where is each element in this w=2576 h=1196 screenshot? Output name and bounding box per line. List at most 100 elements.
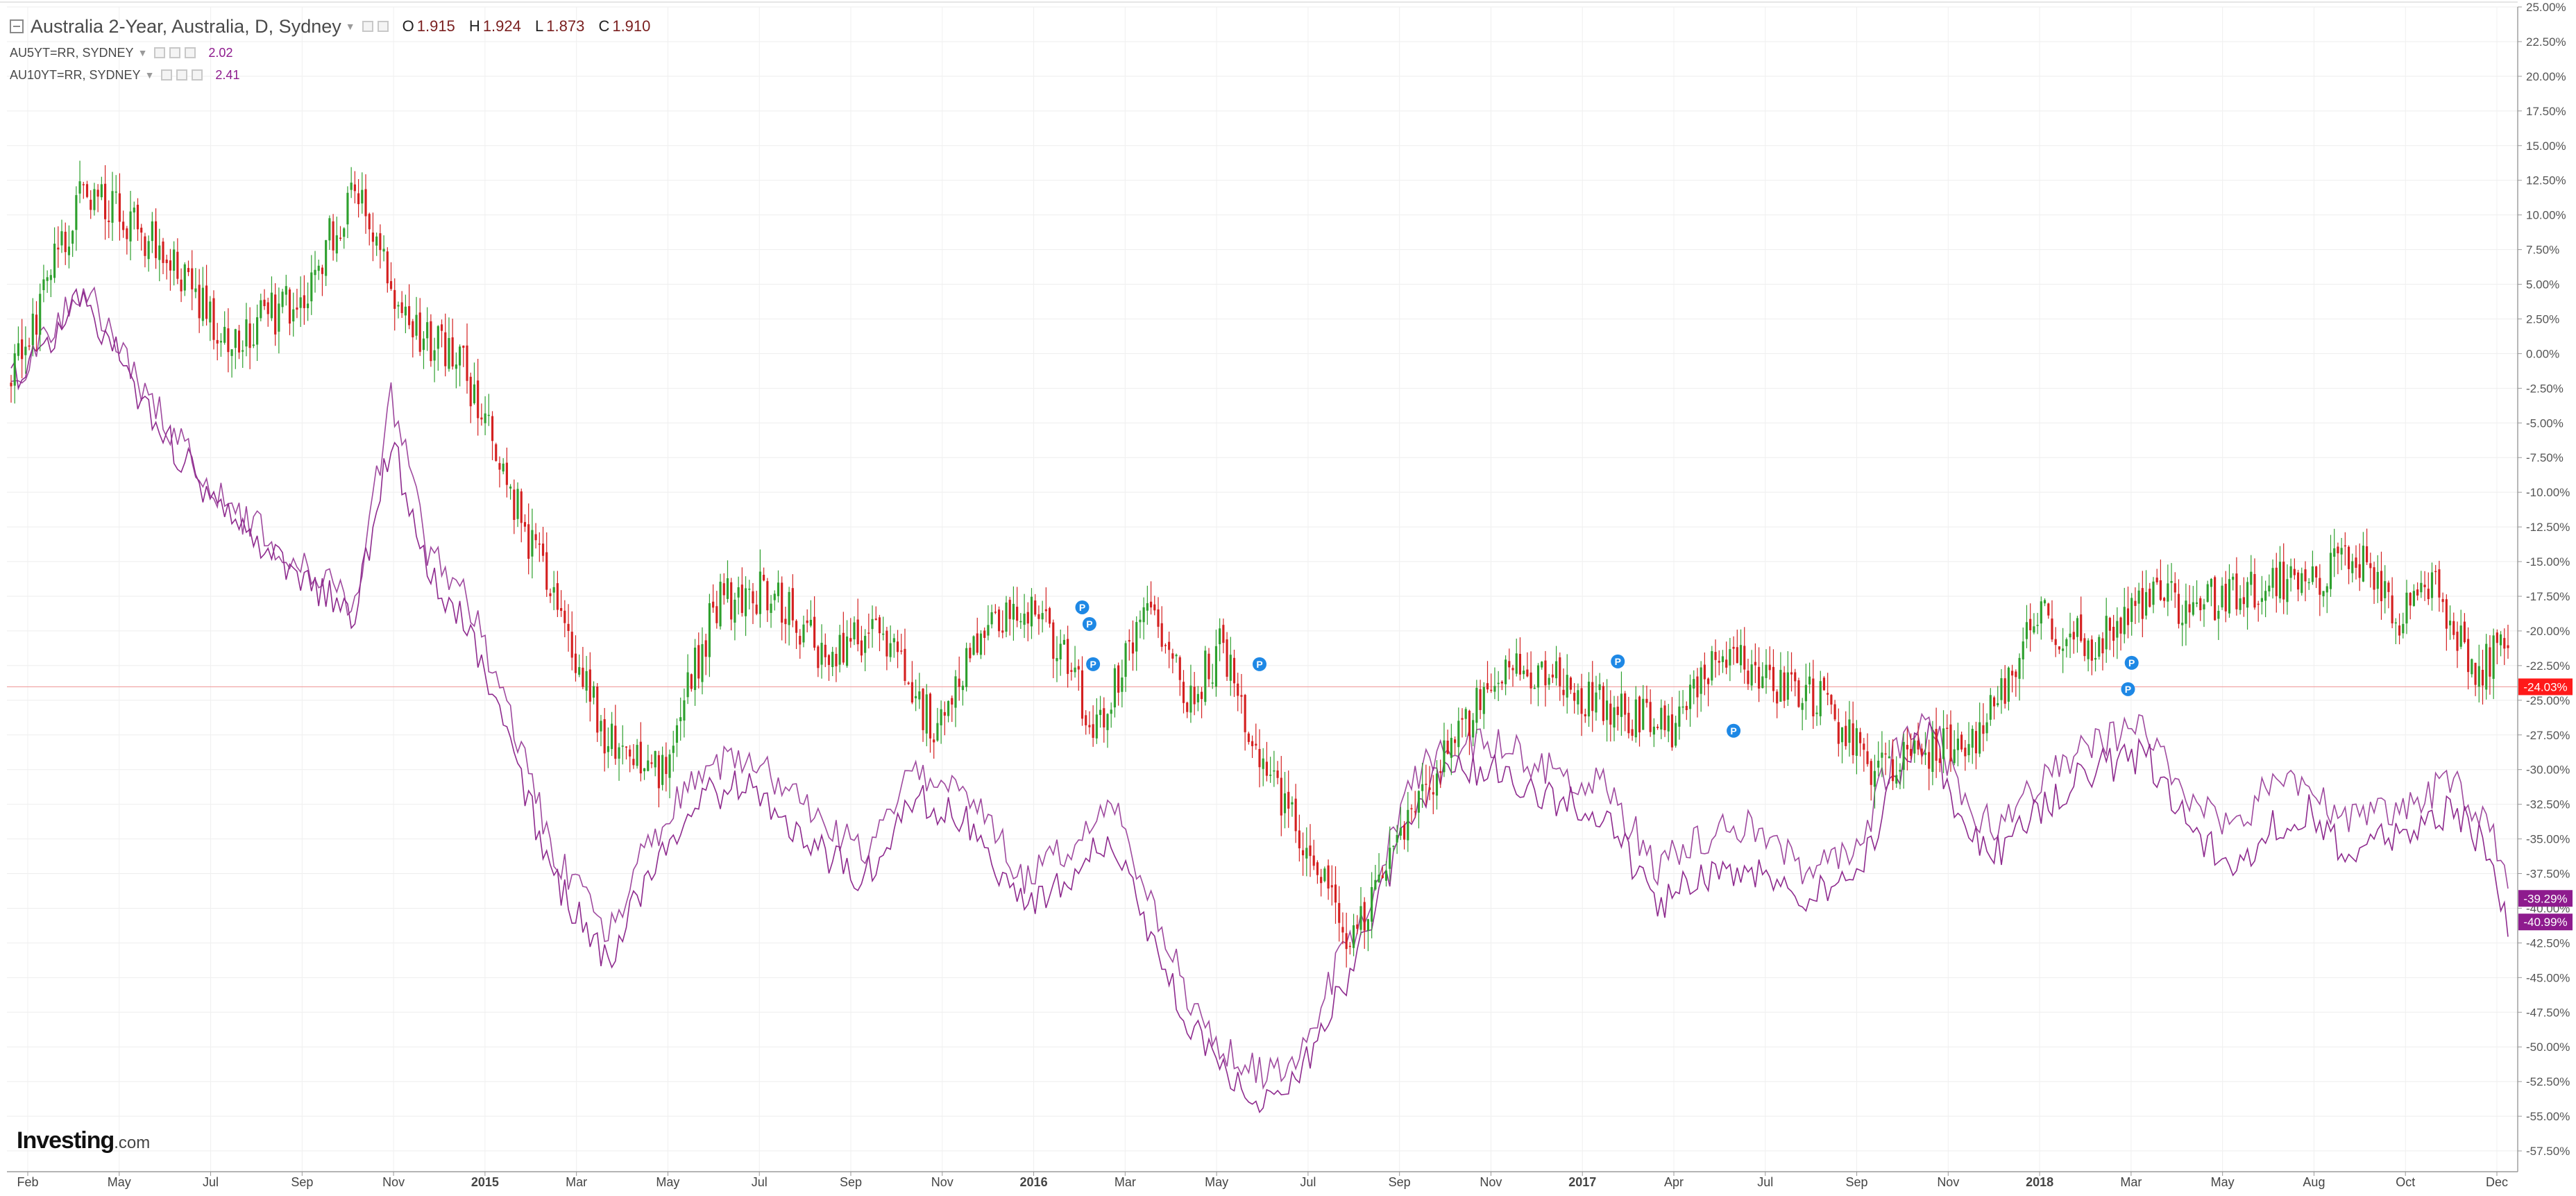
close-icon[interactable]: [192, 69, 203, 81]
candle: [2452, 612, 2455, 640]
candle: [520, 488, 523, 543]
candle-body: [230, 349, 233, 356]
visibility-icon[interactable]: [169, 47, 181, 58]
candle-body: [495, 444, 498, 461]
candle-body: [1160, 623, 1163, 647]
candle-body: [838, 634, 841, 665]
candle: [1341, 912, 1344, 945]
settings-icon[interactable]: [154, 47, 166, 58]
candle: [802, 615, 805, 648]
candle-body: [115, 191, 117, 193]
candle-body: [545, 552, 548, 590]
candle-body: [2434, 571, 2437, 573]
candle-body: [1985, 722, 1988, 734]
x-tick-label: Sep: [1389, 1175, 1411, 1189]
collapse-legend-icon[interactable]: [10, 19, 24, 33]
candle-body: [737, 587, 740, 598]
candle: [1338, 886, 1341, 942]
candle-body: [183, 264, 186, 291]
candle: [763, 567, 765, 582]
y-axis: 25.00%22.50%20.00%17.50%15.00%12.50%10.0…: [2518, 1, 2570, 1158]
event-marker[interactable]: P: [2124, 655, 2139, 670]
candle-body: [2221, 585, 2223, 608]
candle: [2423, 571, 2426, 601]
visibility-icon[interactable]: [176, 69, 188, 81]
candle: [1345, 912, 1348, 968]
candle: [2412, 584, 2415, 607]
candle: [675, 718, 679, 757]
candle: [1606, 679, 1609, 742]
candle: [1693, 670, 1695, 705]
candle-body: [1153, 604, 1156, 611]
price-tag: -39.29%: [2518, 890, 2573, 907]
event-marker[interactable]: P: [1075, 600, 1090, 614]
candle: [1634, 686, 1637, 743]
event-marker[interactable]: P: [1086, 657, 1101, 671]
candle: [1808, 662, 1811, 694]
compare-symbol-name[interactable]: AU5YT=RR, SYDNEY: [10, 45, 134, 60]
candle: [2094, 642, 2097, 672]
chevron-down-icon[interactable]: ▼: [144, 69, 155, 81]
candle-body: [2477, 666, 2480, 687]
candle: [2268, 574, 2271, 597]
candle-body: [1312, 855, 1315, 866]
candle: [1258, 729, 1261, 788]
candle-body: [1536, 665, 1540, 688]
candle: [209, 296, 212, 342]
candle: [578, 654, 581, 677]
candle: [541, 526, 545, 562]
candle: [1946, 714, 1949, 750]
candle: [1070, 662, 1073, 681]
candle: [13, 344, 16, 404]
settings-icon[interactable]: [161, 69, 173, 81]
candle: [2144, 570, 2148, 620]
candle-body: [1910, 748, 1913, 756]
candle: [755, 591, 758, 616]
chevron-down-icon[interactable]: ▼: [345, 21, 355, 32]
candle-body: [527, 524, 530, 559]
candle-body: [2126, 608, 2130, 625]
candle-body: [2040, 601, 2042, 624]
candle: [2152, 577, 2155, 614]
event-marker[interactable]: P: [1727, 723, 1741, 738]
candle-body: [1472, 720, 1475, 738]
candle-body: [1389, 848, 1391, 869]
candle: [2358, 543, 2361, 591]
main-symbol-name[interactable]: Australia 2-Year, Australia, D, Sydney: [31, 15, 341, 37]
event-marker[interactable]: P: [1611, 654, 1625, 668]
candle-body: [2398, 625, 2401, 636]
candle: [759, 549, 761, 628]
chevron-down-icon[interactable]: ▼: [137, 47, 148, 58]
candle-body: [1530, 672, 1532, 689]
candle: [1827, 673, 1829, 705]
candle-body: [1008, 600, 1011, 619]
candle: [910, 661, 913, 705]
compare-symbol-name[interactable]: AU10YT=RR, SYDNEY: [10, 67, 141, 82]
event-marker[interactable]: P: [1082, 616, 1096, 631]
settings-icon[interactable]: [362, 21, 373, 32]
candle: [1287, 770, 1290, 828]
x-tick-label: Mar: [566, 1175, 587, 1189]
candle-body: [1960, 734, 1963, 750]
candle-body: [708, 603, 711, 657]
close-icon[interactable]: [185, 47, 196, 58]
candle-body: [987, 625, 990, 636]
candle-body: [1559, 657, 1561, 687]
candle: [2170, 563, 2173, 601]
candle-body: [100, 184, 103, 198]
visibility-icon[interactable]: [377, 21, 389, 32]
candle: [976, 617, 978, 655]
event-marker[interactable]: P: [1253, 657, 1266, 671]
event-marker[interactable]: P: [2121, 682, 2135, 696]
candle: [715, 591, 718, 629]
candle: [194, 268, 197, 298]
candle-body: [574, 653, 577, 673]
candle: [1059, 629, 1062, 676]
candle: [1794, 668, 1797, 697]
candle-body: [827, 655, 831, 665]
candle-body: [140, 228, 143, 233]
candle: [2022, 628, 2024, 680]
candle: [788, 587, 790, 646]
candle-body: [2228, 579, 2231, 614]
